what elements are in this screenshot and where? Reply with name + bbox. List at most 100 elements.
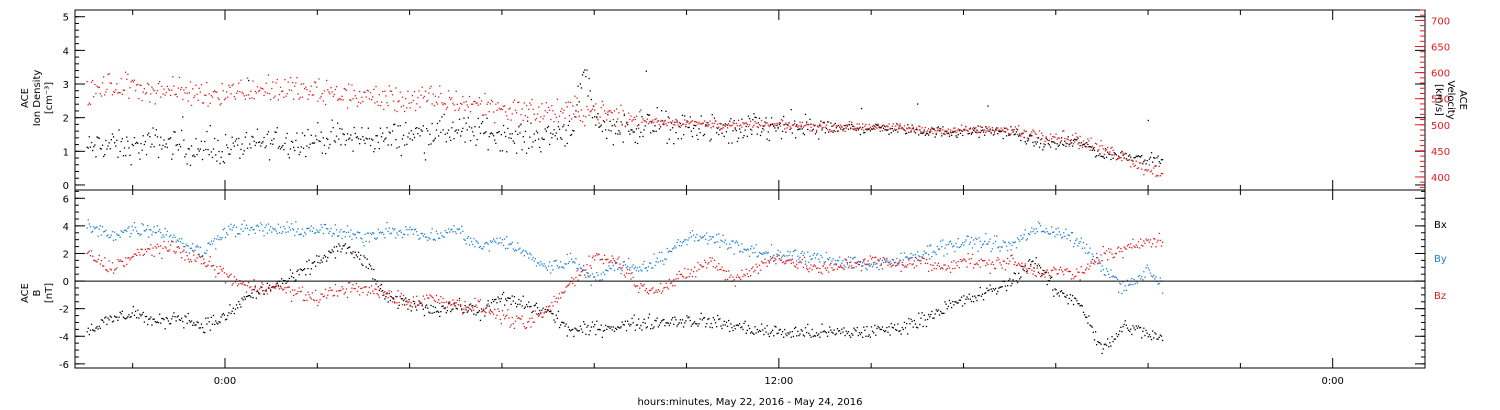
b-bx-point (110, 316, 112, 318)
b-bz-point (538, 315, 540, 317)
b-bz-point (300, 290, 302, 292)
velocity-point (561, 108, 563, 110)
density-point (538, 138, 540, 140)
density-point (1153, 156, 1155, 159)
velocity-point (752, 126, 754, 128)
b-bz-point (690, 269, 692, 271)
b-by-point (343, 231, 345, 233)
b-bx-point (520, 300, 522, 302)
b-bz-point (122, 265, 125, 267)
velocity-point (1033, 130, 1035, 133)
b-bx-point (343, 244, 345, 247)
density-point (1154, 157, 1156, 159)
velocity-point (1113, 154, 1115, 156)
density-point (1118, 155, 1120, 157)
b-by-point (1071, 232, 1074, 234)
b-by-point (645, 267, 647, 269)
b-bx-point (633, 314, 635, 316)
b-bz-point (326, 297, 328, 299)
velocity-point (897, 124, 899, 126)
b-bx-point (821, 323, 823, 325)
velocity-point (601, 100, 603, 102)
b-bx-point (989, 284, 991, 286)
b-bz-point (160, 245, 162, 247)
b-by-point (293, 229, 295, 231)
velocity-point (597, 119, 599, 121)
b-bx-point (413, 303, 416, 305)
b-bx-point (585, 333, 587, 335)
velocity-point (297, 93, 299, 95)
b-bx-point (487, 300, 489, 302)
density-point (1085, 146, 1087, 148)
b-bx-point (514, 302, 517, 304)
b-bz-point (360, 287, 362, 290)
b-by-point (873, 264, 875, 266)
b-bx-point (500, 298, 502, 300)
b-by-point (1064, 235, 1066, 237)
b-by-point (210, 240, 212, 242)
b-bx-point (106, 323, 108, 326)
density-point (245, 131, 248, 134)
b-by-point (862, 262, 864, 264)
b-bx-point (485, 307, 487, 309)
velocity-point (863, 129, 865, 131)
velocity-point (374, 102, 376, 104)
b-bz-point (1009, 260, 1011, 262)
velocity-point (240, 79, 242, 81)
b-bz-point (645, 288, 647, 290)
b-by-point (802, 254, 804, 256)
density-point (291, 141, 294, 143)
b-bx-point (1142, 330, 1144, 332)
b-by-point (137, 232, 139, 235)
b-bz-point (1072, 277, 1075, 280)
b-bz-point (928, 270, 930, 272)
b-by-point (851, 265, 853, 267)
b-bx-point (285, 282, 287, 284)
b-by-point (186, 245, 188, 247)
b-bz-point (529, 317, 531, 320)
density-point (389, 132, 391, 134)
b-by-point (1044, 231, 1046, 234)
b-bz-point (130, 257, 132, 259)
density-point (1109, 153, 1111, 155)
density-point (285, 137, 287, 139)
density-point (661, 110, 663, 112)
density-point (654, 125, 656, 127)
b-bz-point (709, 257, 711, 259)
b-bz-point (1049, 275, 1052, 277)
b-by-point (672, 248, 674, 250)
b-bz-point (612, 258, 614, 260)
density-point (197, 148, 199, 150)
b-by-point (1068, 235, 1070, 237)
velocity-point (870, 128, 873, 130)
b-bz-point (801, 258, 803, 261)
density-point (165, 143, 167, 145)
velocity-point (707, 125, 709, 128)
b-bx-point (163, 318, 165, 321)
velocity-point (1092, 147, 1094, 149)
density-point (787, 125, 789, 127)
b-bx-point (193, 322, 195, 324)
b-by-point (377, 228, 379, 231)
velocity-point (788, 122, 790, 124)
velocity-point (603, 110, 606, 112)
b-bx-point (454, 305, 456, 307)
density-point (436, 122, 439, 125)
b-bx-point (541, 309, 543, 311)
b-bx-point (507, 297, 509, 299)
velocity-point (553, 121, 555, 123)
b-bz-point (818, 271, 820, 273)
b-bx-point (561, 321, 563, 323)
density-point (945, 131, 947, 133)
velocity-point (1137, 167, 1140, 169)
b-bz-point (222, 267, 224, 270)
b-bx-point (1161, 339, 1164, 341)
velocity-point (529, 102, 531, 104)
density-point (385, 137, 387, 139)
velocity-point (830, 130, 832, 133)
b-bz-point (610, 260, 612, 262)
b-by-point (168, 236, 171, 238)
b-by-point (432, 239, 434, 241)
b-by-point (490, 241, 493, 243)
b-by-point (140, 233, 142, 235)
